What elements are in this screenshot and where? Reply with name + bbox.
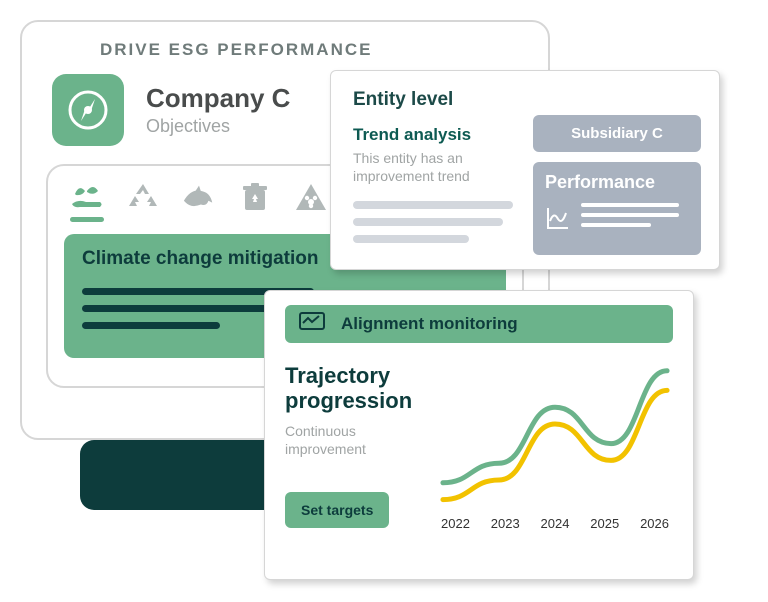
monitor-icon (299, 312, 325, 337)
active-objective-underline (70, 217, 104, 222)
trend-analysis-subtitle: This entity has an improvement trend (353, 149, 523, 185)
trajectory-card: Alignment monitoring Trajectory progress… (264, 290, 694, 580)
chart-series-green (443, 371, 667, 483)
set-targets-button[interactable]: Set targets (285, 492, 389, 528)
subsidiary-chip[interactable]: Subsidiary C (533, 115, 701, 152)
compass-icon (52, 74, 124, 146)
dolphin-icon[interactable] (182, 180, 216, 214)
company-name: Company C (146, 83, 290, 114)
placeholder-bar (353, 218, 503, 226)
placeholder-bar (581, 223, 651, 227)
trajectory-chart: 2022 2023 2024 2025 2026 (437, 363, 673, 549)
placeholder-bar (82, 322, 220, 329)
entity-level-label: Entity level (353, 89, 523, 111)
main-header: DRIVE ESG PERFORMANCE (100, 40, 524, 60)
trajectory-subtitle: Continuous improvement (285, 422, 437, 458)
chart-year-label: 2023 (491, 516, 520, 531)
chart-year-label: 2024 (541, 516, 570, 531)
placeholder-bar (353, 201, 513, 209)
entity-card: Entity level Trend analysis This entity … (330, 70, 720, 270)
biohazard-icon[interactable] (294, 180, 328, 214)
trajectory-header-label: Alignment monitoring (341, 314, 518, 334)
trend-analysis-title: Trend analysis (353, 125, 523, 145)
recycle-icon[interactable] (126, 180, 160, 214)
plant-hand-icon[interactable] (70, 180, 104, 214)
trajectory-title: Trajectory progression (285, 363, 437, 414)
trash-bin-icon[interactable] (238, 180, 272, 214)
placeholder-bar (581, 203, 679, 207)
chart-year-label: 2025 (590, 516, 619, 531)
chart-year-label: 2026 (640, 516, 669, 531)
company-subtitle: Objectives (146, 116, 290, 137)
performance-chart-icon (545, 205, 571, 231)
trajectory-header: Alignment monitoring (285, 305, 673, 343)
performance-title: Performance (545, 172, 689, 193)
placeholder-bar (581, 213, 679, 217)
placeholder-bar (353, 235, 469, 243)
performance-box[interactable]: Performance (533, 162, 701, 255)
chart-year-label: 2022 (441, 516, 470, 531)
